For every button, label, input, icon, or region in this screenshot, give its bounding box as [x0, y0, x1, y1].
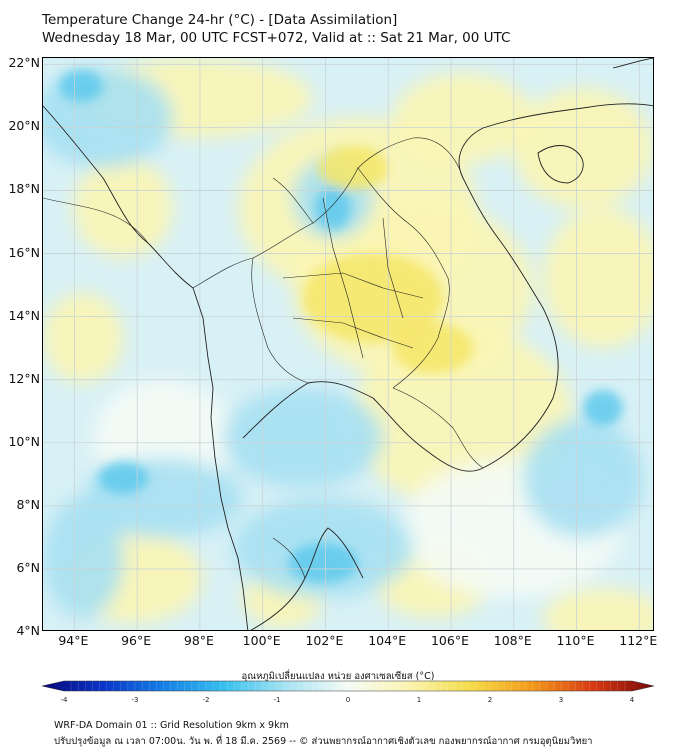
latitude-label: 18°N — [8, 181, 40, 197]
colorbar-tick-label: -2 — [203, 696, 210, 704]
colorbar-title: อุณหภูมิเปลี่ยนแปลง หน่วย องศาเซลเซียส (… — [241, 671, 435, 682]
longitude-label: 102°E — [305, 633, 344, 648]
footer-credit: ปรับปรุงข้อมูล ณ เวลา 07:00น. วัน พ. ที่… — [54, 736, 593, 747]
longitude-label: 104°E — [368, 633, 407, 648]
temperature-change-map — [43, 58, 653, 630]
longitude-label: 94°E — [58, 633, 89, 648]
latitude-label: 20°N — [8, 118, 40, 134]
anomaly-field-core — [59, 70, 623, 583]
colorbar-tick-label: 0 — [346, 696, 350, 704]
colorbar-tick-label: 1 — [417, 696, 421, 704]
coastlines — [43, 58, 653, 630]
longitude-label: 110°E — [556, 633, 595, 648]
latitude-label: 22°N — [8, 55, 40, 71]
latitude-label: 8°N — [16, 496, 40, 512]
latitude-label: 6°N — [16, 559, 40, 575]
latitude-label: 16°N — [8, 244, 40, 260]
colorbar-tick-label: 2 — [488, 696, 492, 704]
colorbar-body — [41, 680, 655, 692]
colorbar-tick-label: 4 — [630, 696, 635, 704]
political-borders — [43, 137, 484, 579]
colorbar-tick-label: -4 — [61, 696, 69, 704]
longitude-label: 96°E — [121, 633, 152, 648]
title-line-2: Wednesday 18 Mar, 00 UTC FCST+072, Valid… — [42, 30, 511, 46]
footer-model-info: WRF-DA Domain 01 :: Grid Resolution 9km … — [54, 720, 289, 731]
longitude-label: 100°E — [242, 633, 281, 648]
graticule — [43, 58, 653, 630]
latitude-label: 4°N — [16, 623, 40, 638]
colorbar-gradient — [41, 680, 655, 692]
map-frame — [42, 57, 654, 631]
colorbar-tick-label: 3 — [559, 696, 563, 704]
anomaly-field — [43, 58, 653, 630]
latitude-label: 14°N — [8, 307, 40, 323]
colorbar-ticks: -4 -3 -2 -1 0 1 2 3 4 — [61, 696, 635, 704]
colorbar-tick-label: -1 — [274, 696, 281, 704]
colorbar-tick-label: -3 — [132, 696, 139, 704]
latitude-label: 10°N — [8, 433, 40, 449]
longitude-label: 108°E — [493, 633, 532, 648]
title-line-1: Temperature Change 24-hr (°C) - [Data As… — [42, 12, 398, 28]
longitude-label: 112°E — [619, 633, 658, 648]
longitude-label: 98°E — [183, 633, 214, 648]
longitude-label: 106°E — [430, 633, 469, 648]
latitude-label: 12°N — [8, 370, 40, 386]
colorbar: -4 -3 -2 -1 0 1 2 3 4 — [41, 680, 655, 704]
